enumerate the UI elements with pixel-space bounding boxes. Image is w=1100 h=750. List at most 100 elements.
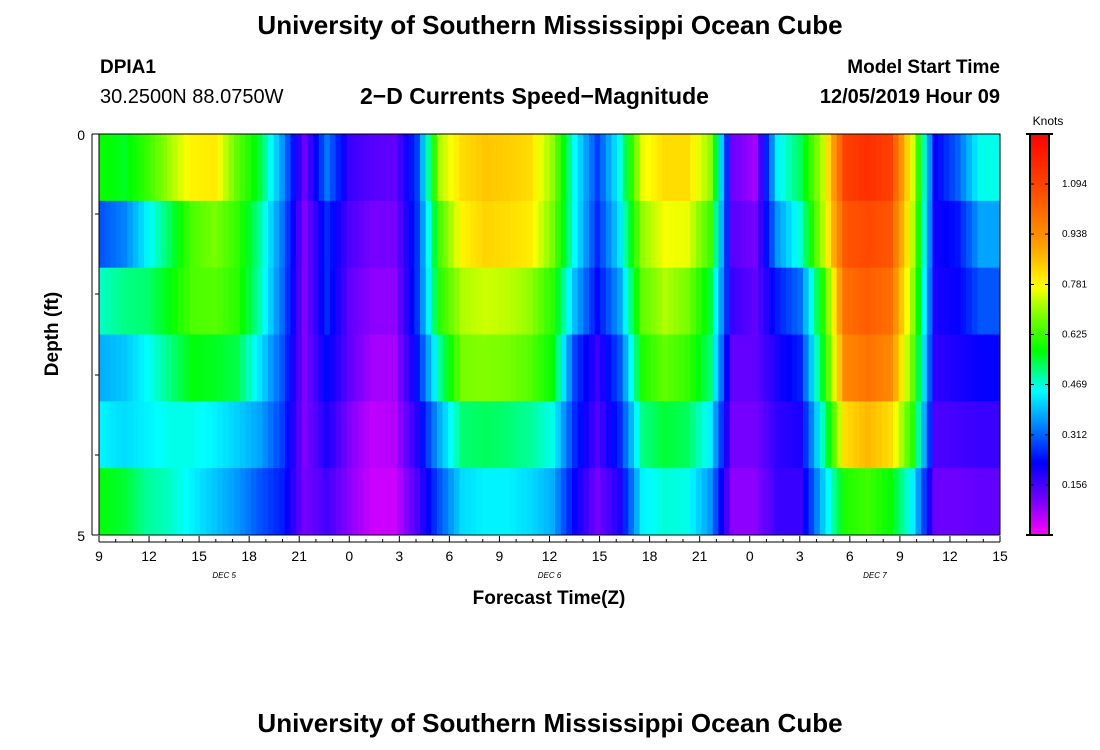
heatmap-cell [583,334,590,402]
heatmap-cell [526,200,534,269]
heatmap-cell [746,134,753,202]
heatmap-cell [966,200,973,269]
heatmap-cell [572,334,579,402]
heatmap-cell [510,334,517,402]
heatmap-cell [932,334,939,402]
heatmap-cell [183,401,190,469]
heatmap-cell [301,267,308,336]
heatmap-cell [752,267,759,336]
heatmap-cell [639,134,646,202]
heatmap-cell [645,401,652,469]
heatmap-cell [386,267,393,336]
heatmap-cell [183,334,190,402]
heatmap-cell [245,267,252,336]
heatmap-cell [853,401,860,469]
x-tick-label: 15 [191,548,207,564]
heatmap-cell [504,401,511,469]
heatmap-cell [549,267,556,336]
plot-frame [98,133,1001,536]
heatmap-cell [971,267,979,336]
heatmap-cell [155,134,162,202]
heatmap-cell [200,401,207,469]
heatmap-cell [448,134,455,202]
heatmap-cell [983,267,990,336]
heatmap-cell [521,468,528,535]
heatmap-cell [205,334,213,402]
heatmap-cell [560,334,567,402]
heatmap-cell [831,134,838,202]
heatmap-cell [459,267,466,336]
heatmap-cell [605,267,613,336]
heatmap-cell [859,334,866,402]
heatmap-cell [166,134,173,202]
heatmap-cell [588,468,596,535]
heatmap-cell [476,200,483,269]
heatmap-cell [628,267,635,336]
heatmap-cell [493,134,500,202]
heatmap-cell [515,267,522,336]
heatmap-cell [774,401,781,469]
heatmap-cell [887,267,894,336]
heatmap-cell [448,334,455,402]
heatmap-cell [132,200,140,269]
heatmap-cell [588,267,596,336]
heatmap-cell [763,134,770,202]
heatmap-cell [414,134,421,202]
heatmap-cell [115,200,123,269]
heatmap-cell [932,134,939,202]
heatmap-cell [408,468,415,535]
heatmap-cell [915,267,922,336]
heatmap-cell [898,334,905,402]
heatmap-cell [431,468,438,535]
heatmap-cell [543,200,551,269]
heatmap-cell [842,468,849,535]
heatmap-cell [831,468,838,535]
heatmap-cell [228,267,235,336]
heatmap-cell [239,468,247,535]
x-tick-label: 12 [542,548,558,564]
heatmap-cell [538,401,545,469]
heatmap-cell [555,334,562,402]
heatmap-cell [431,134,438,202]
heatmap-cell [194,334,201,402]
heatmap-cell [633,401,641,469]
heatmap-cell [639,334,646,402]
heatmap-cell [425,134,432,202]
heatmap-cell [971,134,979,202]
heatmap-cell [977,267,984,336]
heatmap-cell [296,401,303,469]
heatmap-cell [994,134,1000,202]
x-tick-label: 9 [896,548,904,564]
heatmap-cell [183,134,190,202]
heatmap-cell [526,468,534,535]
heatmap-cell [960,468,967,535]
heatmap-cell [144,134,151,202]
heatmap-cell [515,334,522,402]
heatmap-cell [110,200,117,269]
heatmap-cell [200,468,207,535]
heatmap-cell [352,200,359,269]
heatmap-cell [639,468,646,535]
heatmap-cell [786,334,793,402]
heatmap-cell [211,468,218,535]
heatmap-cell [988,468,995,535]
station-coordinates: 30.2500N 88.0750W [100,86,284,108]
heatmap-cell [329,468,337,535]
heatmap-cell [724,200,731,269]
x-tick-label: 9 [95,548,103,564]
heatmap-cell [572,401,579,469]
heatmap-cell [346,401,353,469]
x-tick-label: 0 [746,548,754,564]
heatmap-cell [352,267,359,336]
heatmap-cell [893,267,900,336]
heatmap-cell [555,134,562,202]
heatmap-cell [831,200,838,269]
heatmap-cell [380,267,387,336]
heatmap-cell [99,468,106,535]
heatmap-cell [403,267,410,336]
heatmap-cell [611,401,618,469]
heatmap-cell [532,134,539,202]
heatmap-cell [938,334,945,402]
heatmap-cell [470,401,477,469]
heatmap-cell [847,334,855,402]
